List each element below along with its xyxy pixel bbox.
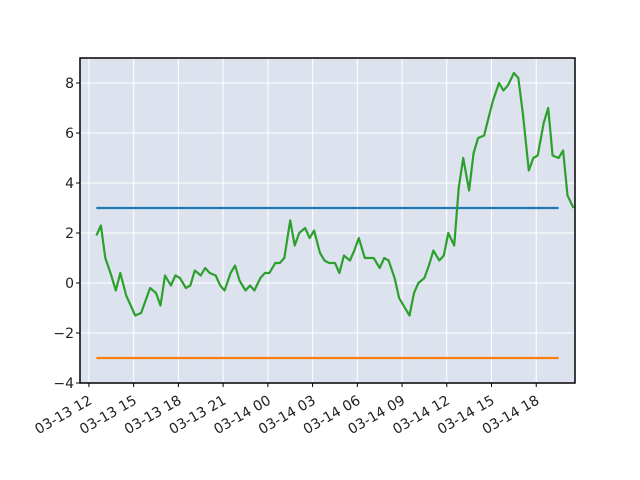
y-tick-label: −2 bbox=[53, 326, 74, 342]
y-tick-label: 8 bbox=[65, 76, 74, 92]
y-tick-label: 0 bbox=[65, 276, 74, 292]
y-tick-label: 6 bbox=[65, 126, 74, 142]
plot-area-background bbox=[80, 58, 575, 383]
series-line-2 bbox=[95, 71, 575, 317]
series-lines bbox=[95, 71, 575, 360]
y-tick-label: −4 bbox=[53, 376, 74, 392]
y-tick-label: 2 bbox=[65, 226, 74, 242]
y-tick-label: 4 bbox=[65, 176, 74, 192]
plot-area-frame bbox=[79, 57, 576, 384]
